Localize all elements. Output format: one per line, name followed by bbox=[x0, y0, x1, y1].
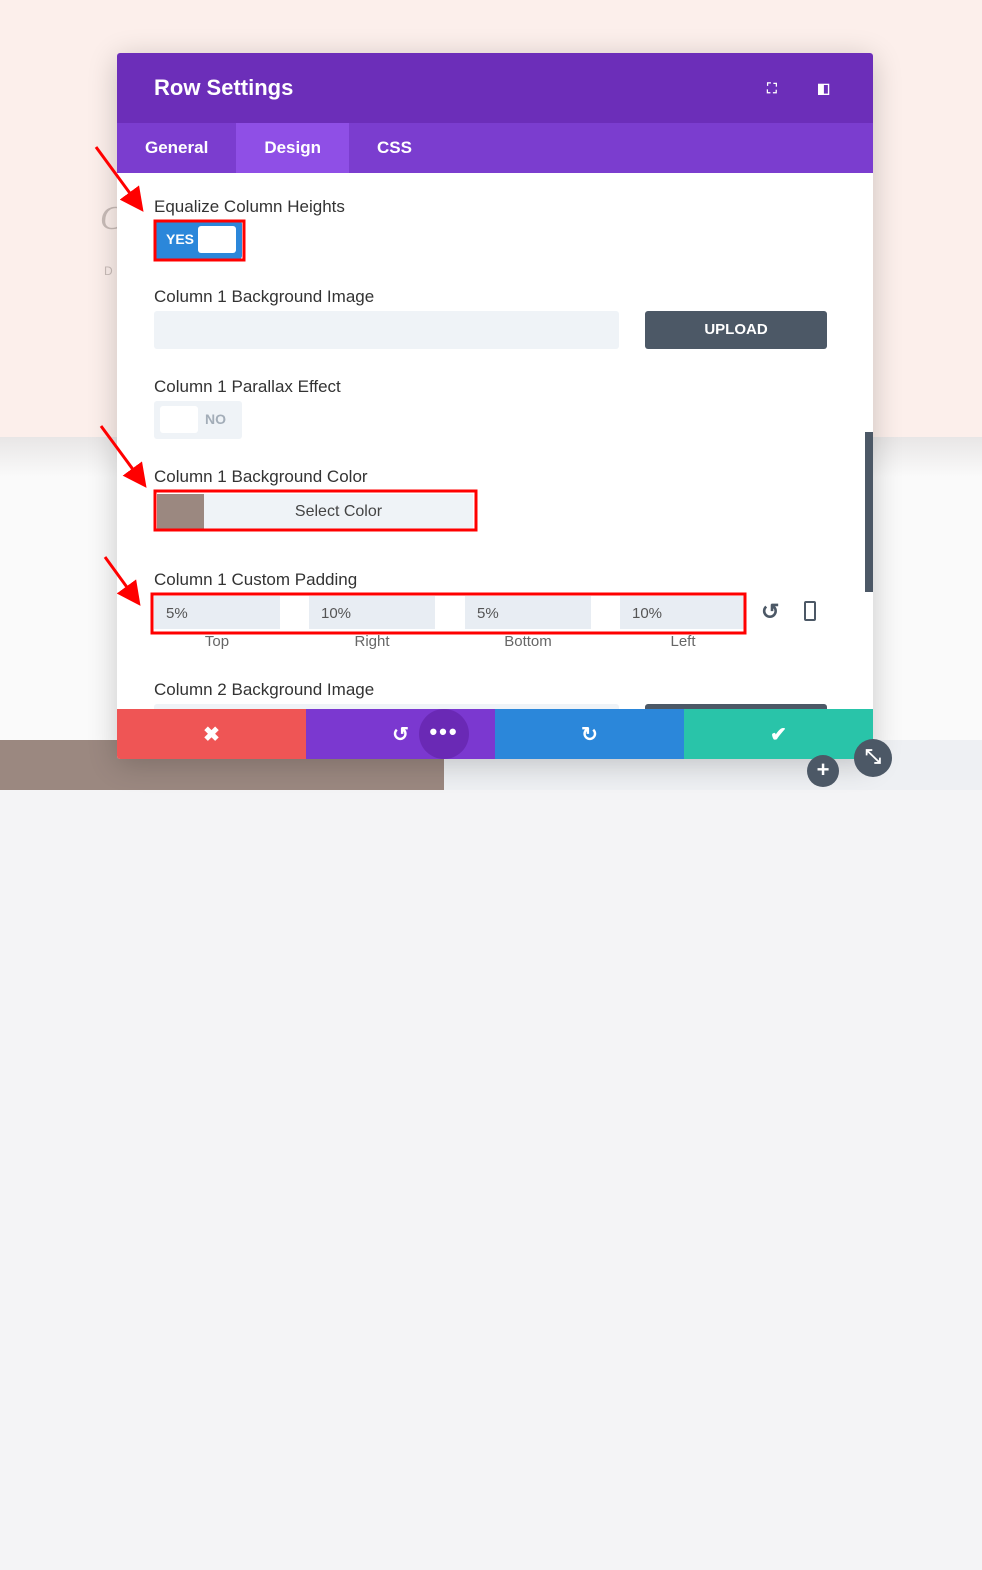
parallax-toggle[interactable]: NO bbox=[154, 401, 242, 439]
equalize-label: Equalize Column Heights bbox=[154, 197, 345, 216]
sidebar-icon[interactable]: ◧ bbox=[817, 80, 831, 96]
equalize-toggle[interactable]: YES bbox=[154, 221, 242, 259]
fullscreen-icon[interactable]: ⛶ bbox=[767, 80, 777, 96]
padding-left-label: Left bbox=[670, 633, 696, 650]
upload-button[interactable]: UPLOAD bbox=[645, 311, 827, 349]
cancel-button[interactable]: ✖ bbox=[117, 709, 306, 759]
toggle-knob bbox=[198, 226, 236, 253]
col2-bg-image-label: Column 2 Background Image bbox=[154, 680, 375, 699]
row-settings-modal: Row Settings ⛶ ◧ General Design CSS Equa… bbox=[117, 53, 873, 759]
highlight-box bbox=[153, 219, 246, 262]
save-button[interactable]: ✔ bbox=[684, 709, 873, 759]
col1-bg-image-label: Column 1 Background Image bbox=[154, 287, 375, 306]
toggle-knob bbox=[160, 406, 198, 433]
arrow-icon bbox=[103, 556, 141, 606]
annotation-overlay bbox=[94, 146, 747, 635]
highlight-box bbox=[153, 489, 478, 532]
redo-button[interactable]: ↻ bbox=[495, 709, 684, 759]
resize-icon[interactable]: ⤡ bbox=[854, 739, 892, 777]
tab-design[interactable]: Design bbox=[236, 123, 349, 173]
color-swatch[interactable] bbox=[157, 494, 204, 529]
mobile-icon[interactable] bbox=[804, 601, 816, 621]
padding-right-input[interactable]: 10% bbox=[309, 596, 435, 629]
padding-top-label: Top bbox=[204, 633, 230, 650]
tab-general[interactable]: General bbox=[145, 138, 209, 157]
col1-parallax-label: Column 1 Parallax Effect bbox=[154, 377, 341, 396]
modal-footer: ✖ ↺ ↻ ✔ bbox=[117, 709, 873, 759]
modal-header: Row Settings ⛶ ◧ bbox=[117, 53, 873, 123]
toggle-label: YES bbox=[166, 231, 195, 247]
modal-title: Row Settings bbox=[154, 75, 294, 100]
highlight-box bbox=[150, 592, 747, 635]
redo-icon: ↻ bbox=[581, 723, 598, 746]
add-icon[interactable]: + bbox=[807, 755, 839, 787]
check-icon: ✔ bbox=[770, 723, 787, 746]
col1-bg-image-input[interactable] bbox=[154, 311, 619, 349]
scrollbar[interactable] bbox=[865, 432, 873, 592]
close-icon: ✖ bbox=[203, 723, 220, 746]
arrow-icon bbox=[94, 146, 144, 212]
background-text: D bbox=[104, 264, 113, 278]
padding-bottom-input[interactable]: 5% bbox=[465, 596, 591, 629]
more-options-button[interactable]: ••• bbox=[419, 709, 469, 759]
padding-left-input[interactable]: 10% bbox=[620, 596, 746, 629]
toggle-label: NO bbox=[205, 411, 226, 427]
undo-icon: ↺ bbox=[392, 723, 409, 746]
arrow-icon bbox=[99, 425, 147, 488]
col1-bg-color-label: Column 1 Background Color bbox=[154, 467, 368, 486]
padding-bottom-label: Bottom bbox=[504, 633, 552, 650]
padding-right-label: Right bbox=[354, 633, 390, 650]
padding-top-input[interactable]: 5% bbox=[154, 596, 280, 629]
tab-bar: General Design CSS bbox=[117, 123, 873, 173]
select-color-button[interactable]: Select Color bbox=[204, 494, 473, 529]
col1-padding-label: Column 1 Custom Padding bbox=[154, 570, 358, 589]
reset-icon[interactable]: ↺ bbox=[761, 599, 780, 624]
tab-css[interactable]: CSS bbox=[377, 138, 412, 157]
